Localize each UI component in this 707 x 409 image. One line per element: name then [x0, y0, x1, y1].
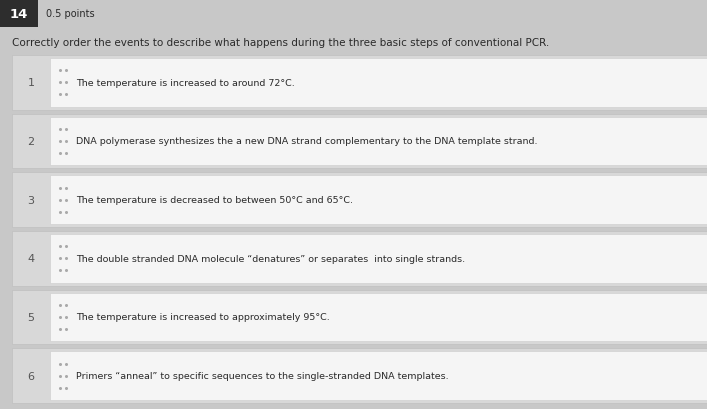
Text: 3: 3	[28, 195, 35, 205]
Text: DNA polymerase synthesizes the a new DNA strand complementary to the DNA templat: DNA polymerase synthesizes the a new DNA…	[76, 137, 537, 146]
FancyBboxPatch shape	[12, 231, 707, 286]
FancyBboxPatch shape	[50, 351, 707, 400]
Text: 6: 6	[28, 371, 35, 381]
FancyBboxPatch shape	[12, 56, 707, 110]
Text: 14: 14	[10, 7, 28, 20]
FancyBboxPatch shape	[50, 59, 707, 108]
Text: The temperature is increased to around 72°C.: The temperature is increased to around 7…	[76, 79, 295, 88]
Text: The temperature is increased to approximately 95°C.: The temperature is increased to approxim…	[76, 313, 329, 322]
FancyBboxPatch shape	[12, 115, 707, 169]
Text: Correctly order the events to describe what happens during the three basic steps: Correctly order the events to describe w…	[12, 38, 549, 48]
Text: 4: 4	[28, 254, 35, 264]
FancyBboxPatch shape	[12, 290, 707, 344]
FancyBboxPatch shape	[0, 0, 38, 28]
FancyBboxPatch shape	[12, 348, 707, 403]
Text: 1: 1	[28, 78, 35, 88]
Text: 5: 5	[28, 312, 35, 322]
Text: Primers “anneal” to specific sequences to the single-stranded DNA templates.: Primers “anneal” to specific sequences t…	[76, 371, 449, 380]
Text: 0.5 points: 0.5 points	[46, 9, 95, 19]
FancyBboxPatch shape	[50, 176, 707, 225]
Text: The double stranded DNA molecule “denatures” or separates  into single strands.: The double stranded DNA molecule “denatu…	[76, 254, 465, 263]
FancyBboxPatch shape	[50, 293, 707, 342]
FancyBboxPatch shape	[50, 234, 707, 283]
Text: 2: 2	[28, 137, 35, 147]
Text: The temperature is decreased to between 50°C and 65°C.: The temperature is decreased to between …	[76, 196, 353, 204]
FancyBboxPatch shape	[12, 173, 707, 227]
FancyBboxPatch shape	[50, 117, 707, 166]
